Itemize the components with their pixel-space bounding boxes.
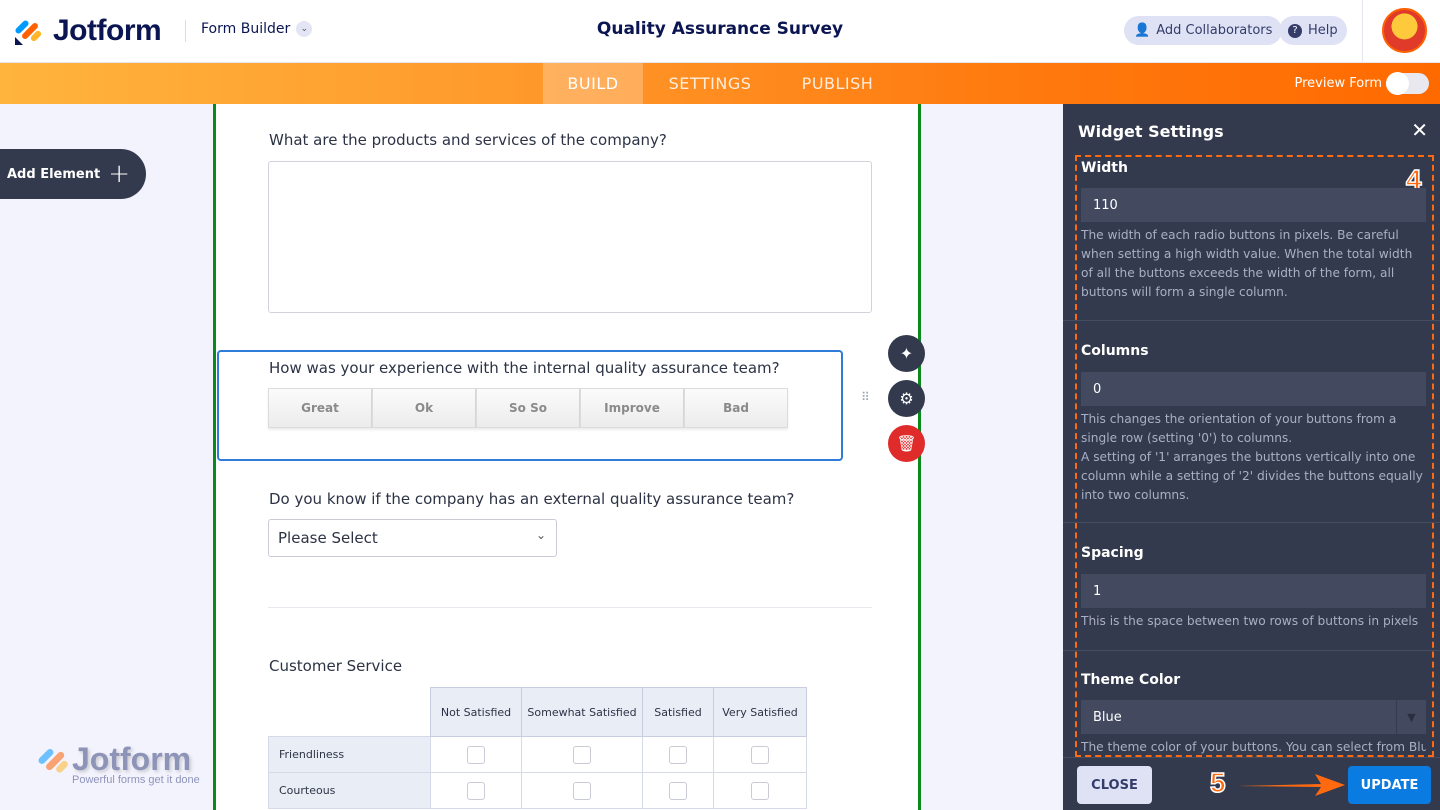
panel-title: Widget Settings (1078, 122, 1224, 141)
close-button[interactable]: CLOSE (1077, 766, 1152, 804)
table-row: Courteous (268, 772, 807, 809)
theme-color-value: Blue (1093, 709, 1122, 725)
matrix-column-header: Somewhat Satisfied (521, 687, 643, 737)
help-icon: ? (1288, 23, 1302, 38)
chevron-down-icon: ⌄ (296, 21, 313, 37)
plus-icon: + (108, 159, 130, 189)
matrix-row-label: Courteous (268, 772, 431, 809)
theme-color-select[interactable]: Blue ▼ (1081, 700, 1426, 734)
selected-question[interactable] (217, 350, 843, 461)
top-header: Jotform Form Builder ⌄ Quality Assurance … (0, 0, 1440, 63)
theme-color-label: Theme Color (1081, 672, 1181, 688)
mode-label: Form Builder (201, 21, 291, 37)
question-label[interactable]: Customer Service (269, 657, 403, 675)
preview-form-label: Preview Form (1294, 76, 1382, 91)
jotform-logo-icon (38, 748, 68, 773)
matrix-column-header: Satisfied (642, 687, 714, 737)
step-5-marker: 5 (1209, 766, 1226, 799)
question-label[interactable]: What are the products and services of th… (269, 131, 667, 149)
brand-name: Jotform (53, 14, 162, 47)
builder-nav: BUILD SETTINGS PUBLISH Preview Form (0, 63, 1440, 104)
tab-build[interactable]: BUILD (543, 63, 643, 104)
divider (185, 20, 186, 42)
close-icon[interactable]: ✕ (1411, 118, 1428, 142)
add-collaborators-label: Add Collaborators (1156, 23, 1273, 38)
question-label[interactable]: Do you know if the company has an extern… (269, 490, 795, 508)
avatar[interactable] (1382, 8, 1427, 53)
wand-icon[interactable]: ✦ (888, 335, 925, 372)
form-canvas: What are the products and services of th… (213, 104, 925, 810)
spacing-label: Spacing (1081, 545, 1144, 561)
checkbox[interactable] (573, 745, 591, 764)
external-qa-select[interactable]: Please Select ⌄ (268, 519, 557, 557)
caret-down-icon: ▼ (1396, 700, 1426, 734)
width-input[interactable]: 110 (1081, 188, 1426, 222)
tab-publish[interactable]: PUBLISH (801, 74, 874, 93)
theme-color-description: The theme color of your buttons. You can… (1081, 740, 1426, 754)
divider (1063, 522, 1440, 523)
matrix-column-header: Not Satisfied (430, 687, 522, 737)
jotform-logo[interactable]: Jotform (15, 14, 162, 48)
watermark-tagline: Powerful forms get it done (72, 774, 200, 786)
divider (1063, 650, 1440, 651)
products-services-textarea[interactable] (268, 161, 872, 313)
watermark-brand: Jotform (72, 741, 192, 777)
columns-description-2: A setting of '1' arranges the buttons ve… (1081, 450, 1423, 502)
option-improve[interactable]: Improve (580, 388, 684, 428)
highlight-box (1075, 155, 1434, 757)
user-icon: 👤 (1134, 23, 1151, 38)
add-element-button[interactable]: Add Element + (0, 149, 146, 199)
widget-settings-panel: Widget Settings ✕ 4 Width 110 The width … (1063, 104, 1440, 810)
update-button[interactable]: UPDATE (1348, 766, 1431, 804)
preview-form-toggle[interactable] (1386, 72, 1429, 95)
matrix-row-label: Friendliness (268, 736, 431, 773)
help-label: Help (1308, 23, 1338, 38)
panel-footer: CLOSE 5 UPDATE (1063, 757, 1440, 810)
checkbox[interactable] (669, 781, 687, 800)
drag-handle-icon[interactable]: ⠿ (861, 390, 871, 404)
columns-label: Columns (1081, 343, 1149, 359)
checkbox[interactable] (467, 781, 485, 800)
checkbox[interactable] (467, 745, 485, 764)
columns-description: This changes the orientation of your but… (1081, 412, 1397, 445)
divider (268, 607, 872, 608)
checkbox[interactable] (573, 781, 591, 800)
jotform-logo-icon (15, 20, 42, 45)
chevron-down-icon: ⌄ (535, 528, 546, 542)
columns-input[interactable]: 0 (1081, 372, 1426, 406)
option-so-so[interactable]: So So (476, 388, 580, 428)
checkbox[interactable] (751, 781, 769, 800)
option-bad[interactable]: Bad (684, 388, 788, 428)
trash-icon[interactable]: 🗑 (888, 425, 925, 462)
checkbox[interactable] (669, 745, 687, 764)
spacing-description: This is the space between two rows of bu… (1081, 614, 1419, 628)
customer-service-matrix: Not Satisfied Somewhat Satisfied Satisfi… (268, 687, 807, 809)
checkbox[interactable] (751, 745, 769, 764)
option-great[interactable]: Great (268, 388, 372, 428)
option-ok[interactable]: Ok (372, 388, 476, 428)
add-collaborators-button[interactable]: 👤 Add Collaborators (1124, 16, 1283, 45)
add-element-label: Add Element (7, 166, 101, 182)
radio-button-group: Great Ok So So Improve Bad (268, 388, 788, 428)
arrow-annotation-icon (1237, 774, 1345, 796)
help-button[interactable]: ? Help (1279, 16, 1347, 45)
divider (1063, 320, 1440, 321)
width-label: Width (1081, 160, 1128, 176)
divider (1362, 0, 1363, 63)
width-description: The width of each radio buttons in pixel… (1081, 228, 1413, 299)
tab-settings[interactable]: SETTINGS (668, 74, 752, 93)
gear-icon[interactable]: ⚙ (888, 380, 925, 417)
matrix-corner (268, 687, 431, 737)
question-label[interactable]: How was your experience with the interna… (269, 359, 780, 377)
select-placeholder: Please Select (278, 529, 378, 547)
jotform-watermark: Jotform Powerful forms get it done (38, 741, 200, 786)
matrix-column-header: Very Satisfied (713, 687, 807, 737)
form-builder-menu[interactable]: Form Builder ⌄ (201, 21, 313, 37)
spacing-input[interactable]: 1 (1081, 574, 1426, 608)
table-row: Friendliness (268, 736, 807, 773)
step-4-marker: 4 (1405, 163, 1422, 196)
